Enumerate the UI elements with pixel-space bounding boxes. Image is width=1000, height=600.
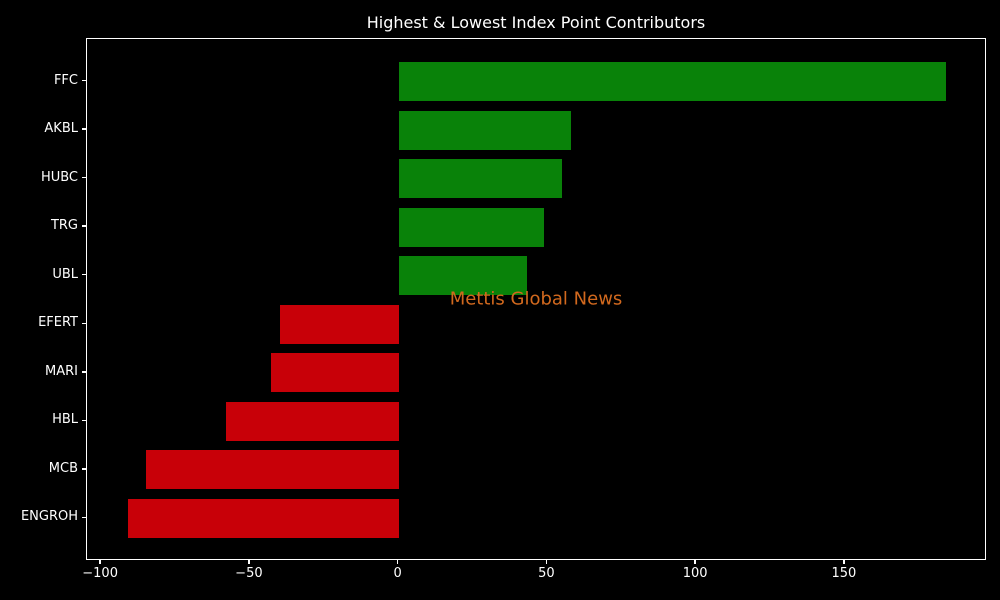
- y-axis-label-ubl: UBL: [52, 266, 78, 282]
- y-tick-mark: [82, 225, 86, 227]
- y-tick-mark: [82, 176, 86, 179]
- x-tick-mark: [396, 560, 399, 564]
- y-tick-mark: [82, 79, 86, 82]
- x-tick-mark: [248, 560, 250, 564]
- y-axis-label-mcb: MCB: [48, 460, 78, 476]
- y-axis-label-efert: EFERT: [38, 315, 78, 331]
- y-axis-label-hbl: HBL: [52, 412, 78, 428]
- bar-trg: [398, 207, 545, 247]
- x-tick-label: −50: [235, 566, 263, 581]
- watermark-text: Mettis Global News: [449, 288, 623, 310]
- plot-area: Mettis Global News: [86, 38, 986, 560]
- x-tick-mark: [843, 560, 845, 564]
- bar-efert: [279, 304, 399, 344]
- y-tick-mark: [82, 468, 86, 470]
- bars-layer: [87, 39, 985, 559]
- bar-ffc: [398, 62, 947, 102]
- bar-engroh: [127, 498, 399, 538]
- bar-akbl: [398, 110, 572, 150]
- x-tick-mark: [99, 560, 101, 564]
- y-tick-mark: [82, 273, 86, 276]
- bar-mcb: [145, 450, 399, 490]
- y-axis-label-trg: TRG: [50, 218, 78, 234]
- bar-ubl: [398, 256, 527, 296]
- y-tick-mark: [82, 322, 86, 324]
- y-axis-label-akbl: AKBL: [44, 121, 78, 137]
- y-tick-mark: [82, 419, 86, 422]
- bar-mari: [270, 353, 399, 393]
- y-tick-mark: [82, 371, 86, 373]
- y-axis-label-ffc: FFC: [53, 72, 78, 88]
- x-tick-label: 150: [831, 566, 857, 581]
- y-axis-label-engroh: ENGROH: [20, 509, 78, 525]
- x-tick-mark: [694, 560, 696, 564]
- x-tick-mark: [545, 560, 548, 564]
- x-tick-label: 0: [393, 566, 402, 581]
- y-axis-label-mari: MARI: [45, 363, 78, 379]
- y-tick-mark: [82, 128, 86, 130]
- y-tick-mark: [82, 516, 86, 519]
- chart-title: Highest & Lowest Index Point Contributor…: [366, 13, 706, 32]
- bar-hbl: [226, 401, 399, 441]
- bar-hubc: [398, 159, 563, 199]
- x-tick-label: −100: [82, 566, 118, 581]
- x-tick-label: 50: [538, 566, 555, 581]
- x-tick-label: 100: [682, 566, 708, 581]
- y-axis-label-hubc: HUBC: [40, 169, 78, 185]
